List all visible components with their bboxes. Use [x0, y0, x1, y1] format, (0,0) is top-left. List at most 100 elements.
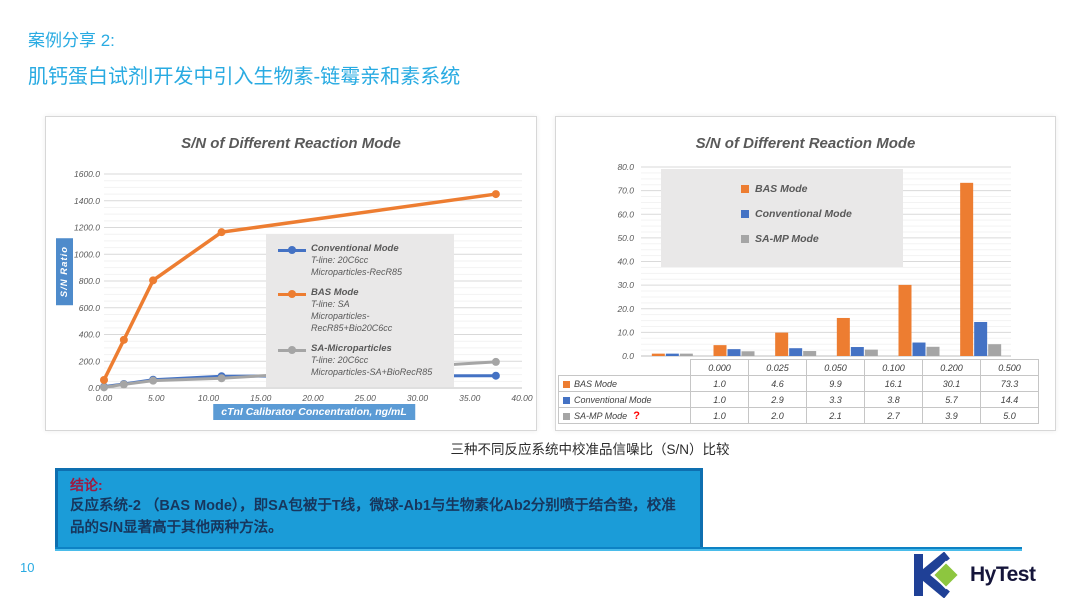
table-value-cell: 16.1 [864, 375, 923, 392]
y-tick-label: 50.0 [617, 233, 634, 243]
table-row-label: Conventional Mode [558, 391, 691, 408]
conclusion-body: 反应系统-2 （BAS Mode），即SA包被于T线，微球-Ab1与生物素化Ab… [70, 498, 676, 536]
bar [988, 344, 1002, 356]
legend-swatch [741, 185, 749, 193]
table-value-cell: 14.4 [980, 391, 1039, 408]
y-tick-label: 1000.0 [74, 249, 100, 259]
legend-swatch [741, 210, 749, 218]
table-value-cell: 3.8 [864, 391, 923, 408]
bar [864, 349, 878, 356]
series-swatch [563, 412, 570, 420]
table-value-cell: 2.1 [806, 407, 865, 424]
data-point-marker [491, 371, 500, 380]
table-value-cell: 73.3 [980, 375, 1039, 392]
bar [665, 353, 679, 356]
bar-chart-legend: BAS Mode Conventional Mode SA-MP Mode [661, 169, 903, 267]
table-header-row: 0.000 0.025 0.050 0.100 0.200 0.500 [558, 359, 1039, 376]
y-tick-label: 400.0 [79, 330, 101, 340]
bar [651, 353, 665, 356]
line-chart-x-axis-label: cTnI Calibrator Concentration, ng/mL [213, 404, 415, 420]
bar [850, 347, 864, 356]
legend-series-detail: T-line: 20C6cc [311, 355, 369, 366]
bar [789, 348, 803, 356]
data-point-marker [217, 228, 226, 237]
legend-item: SA-Microparticles T-line: 20C6cc Micropart… [278, 343, 450, 378]
y-tick-label: 200.0 [78, 356, 101, 366]
legend-series-name: Conventional Mode [311, 243, 399, 254]
data-point-marker [149, 276, 158, 285]
table-header-cell: 0.200 [922, 359, 981, 376]
legend-item: BAS Mode [741, 183, 903, 195]
legend-line-marker [278, 289, 306, 299]
legend-line-marker [278, 245, 306, 255]
bar [898, 284, 912, 356]
hytest-logo-text: HyTest [970, 563, 1036, 586]
line-chart-y-axis-label: S/N Ratio [56, 238, 73, 306]
table-value-cell: 5.7 [922, 391, 981, 408]
x-tick-label: 30.00 [407, 393, 429, 403]
y-tick-label: 1200.0 [74, 223, 100, 233]
y-tick-label: 20.0 [616, 304, 634, 314]
bar-chart-panel: 0.0 10.0 20.0 30.0 40.0 50.0 60.0 70.0 80.0 S/N … [555, 116, 1056, 431]
x-tick-label: 5.00 [148, 393, 165, 403]
table-value-cell: 3.3 [806, 391, 865, 408]
series-swatch [563, 380, 570, 388]
table-row: SA-MP Mode? 1.0 2.0 2.1 2.7 3.9 5.0 [558, 407, 1039, 424]
slide-title-line1: 案例分享 2: [28, 31, 115, 50]
x-tick-label: 10.00 [198, 393, 220, 403]
y-tick-label: 30.0 [617, 280, 634, 290]
data-point-marker [217, 374, 226, 383]
table-header-cell: 0.050 [806, 359, 865, 376]
legend-line-marker [278, 345, 306, 355]
y-tick-label: 800.0 [79, 276, 101, 286]
data-point-marker [491, 190, 500, 199]
y-tick-label: 10.0 [617, 327, 634, 337]
table-corner-cell [558, 359, 691, 376]
x-tick-label: 35.00 [459, 393, 481, 403]
y-tick-label: 0.0 [88, 383, 100, 393]
data-point-marker [100, 375, 108, 384]
table-value-cell: 4.6 [748, 375, 807, 392]
conclusion-box: 结论: 反应系统-2 （BAS Mode），即SA包被于T线，微球-Ab1与生物… [55, 468, 703, 551]
data-point-marker [100, 383, 108, 392]
table-row-label: BAS Mode [558, 375, 691, 392]
y-tick-label: 600.0 [79, 303, 101, 313]
table-header-cell: 0.100 [864, 359, 923, 376]
x-tick-label: 15.00 [250, 393, 272, 403]
table-header-cell: 0.000 [690, 359, 749, 376]
legend-item: SA-MP Mode [741, 233, 903, 245]
hytest-logo-icon [914, 552, 961, 598]
x-tick-label: 0.00 [96, 393, 113, 403]
y-tick-label: 70.0 [617, 186, 634, 196]
hytest-logo: HyTest [912, 552, 1036, 598]
table-value-cell: 30.1 [922, 375, 981, 392]
legend-series-name: Conventional Mode [755, 208, 852, 220]
table-value-cell: 2.0 [748, 407, 807, 424]
bar [713, 345, 727, 356]
data-point-marker [119, 380, 128, 389]
question-mark-annotation: ? [633, 409, 640, 422]
data-point-marker [149, 376, 158, 385]
table-header-cell: 0.025 [748, 359, 807, 376]
y-tick-label: 1600.0 [74, 169, 100, 179]
line-chart-legend: Conventional Mode T-line: 20C6cc Micropart… [266, 234, 454, 388]
bar [926, 346, 940, 356]
line-chart-panel: 0.0 200.0 400.0 600.0 800.0 1000.0 1200.0 1400.… [45, 116, 537, 431]
y-tick-label: 0.0 [622, 351, 634, 361]
bar-chart-title: S/N of Different Reaction Mode [695, 135, 916, 152]
bar [679, 353, 693, 356]
series-swatch [563, 396, 570, 404]
legend-swatch [741, 235, 749, 243]
y-tick-label: 60.0 [617, 209, 634, 219]
x-tick-label: 25.00 [354, 393, 377, 403]
legend-series-detail: Microparticles-RecR85+Bio20C6cc [311, 310, 393, 333]
table-value-cell: 1.0 [690, 391, 749, 408]
page-number: 10 [20, 560, 35, 575]
legend-series-detail: Microparticles-RecR85 [311, 266, 403, 277]
x-tick-label: 20.00 [301, 393, 324, 403]
bar [775, 332, 789, 356]
y-tick-label: 1400.0 [74, 196, 100, 206]
bar [960, 182, 974, 356]
table-value-cell: 3.9 [922, 407, 981, 424]
